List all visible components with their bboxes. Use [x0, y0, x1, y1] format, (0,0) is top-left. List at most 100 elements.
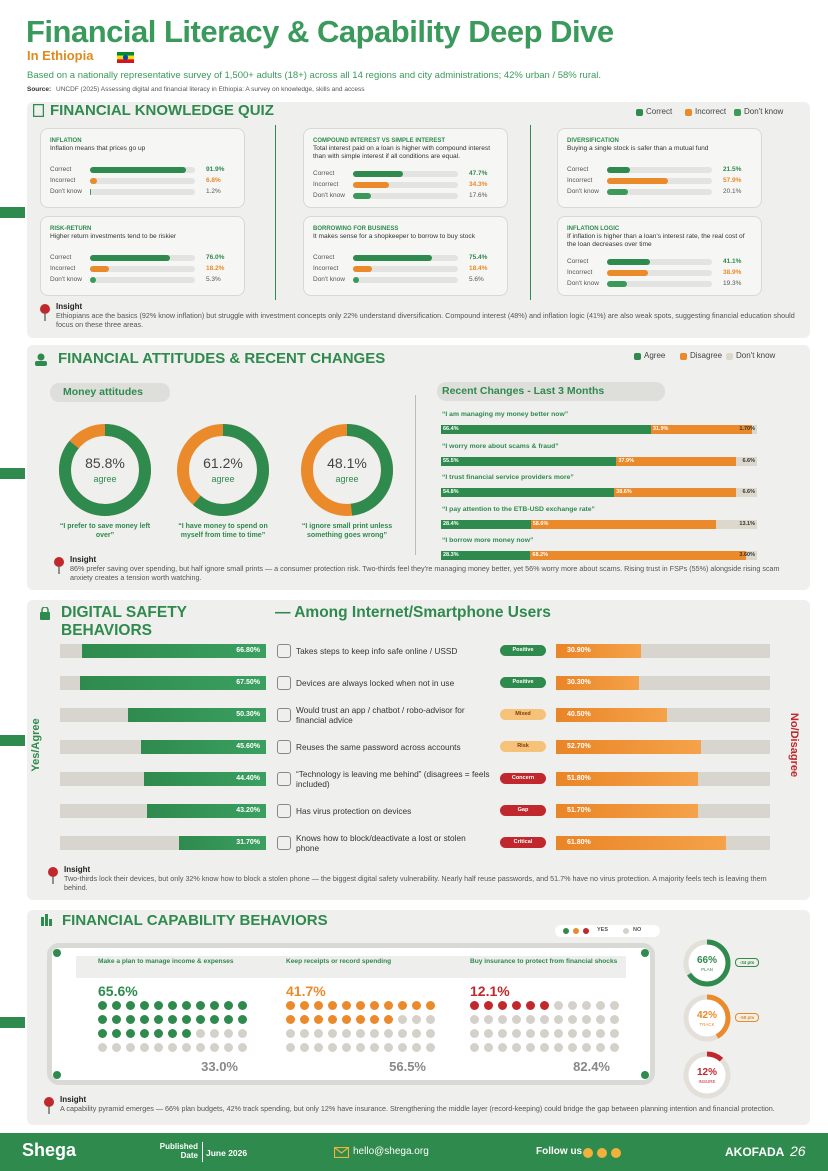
- donut-value: 48.1%: [327, 455, 367, 471]
- column-header: Buy insurance to protect from financial …: [470, 958, 618, 965]
- icon-shape: [35, 361, 47, 366]
- quiz-value: 21.5%: [723, 166, 742, 173]
- dot: [154, 1029, 163, 1038]
- dot: [582, 1015, 591, 1024]
- corner-dot: [641, 1071, 649, 1079]
- flag-stripe: [117, 59, 134, 63]
- row-tag: Positive: [500, 677, 546, 688]
- dot: [484, 1029, 493, 1038]
- flag-stripe: [117, 52, 134, 56]
- dot: [412, 1029, 421, 1038]
- row-icon: [277, 772, 291, 786]
- change-bar: [745, 551, 758, 560]
- dot: [512, 1015, 521, 1024]
- dot: [554, 1001, 563, 1010]
- pin-head: [44, 1097, 54, 1107]
- ring: [683, 994, 731, 1042]
- bar-track: [90, 277, 195, 283]
- dot: [470, 1015, 479, 1024]
- quiz-question: Total interest paid on a loan is higher …: [313, 145, 491, 160]
- pin-head: [54, 557, 64, 567]
- legend-label: Disagree: [690, 351, 723, 360]
- pill: [50, 383, 170, 402]
- social-icon: [583, 1148, 593, 1158]
- bar-track: [90, 266, 195, 272]
- dot: [168, 1001, 177, 1010]
- row-tag: Gap: [500, 805, 546, 816]
- ring: [683, 939, 731, 987]
- dot: [126, 1015, 135, 1024]
- icon-shape: [41, 607, 49, 612]
- pill-title: Money attitudes: [63, 386, 143, 398]
- quiz-value: 38.9%: [723, 269, 742, 276]
- ring-arc: [683, 994, 731, 1042]
- dot: [98, 1001, 107, 1010]
- change-bar: [530, 551, 746, 560]
- dot: [168, 1015, 177, 1024]
- bar-track: [353, 171, 458, 177]
- change-quote: “I trust financial service providers mor…: [442, 474, 574, 481]
- change-value: 58.6%: [532, 520, 549, 527]
- icon-shape: [49, 919, 52, 926]
- dot: [300, 1001, 309, 1010]
- dot: [610, 1029, 619, 1038]
- donut-value: 85.8%: [85, 455, 125, 471]
- dot: [498, 1029, 507, 1038]
- divider: [275, 125, 276, 300]
- dot: [540, 1043, 549, 1052]
- dot: [596, 1029, 605, 1038]
- dot: [126, 1043, 135, 1052]
- dot: [426, 1029, 435, 1038]
- dot-grid: [286, 1001, 440, 1057]
- insight-text: A capability pyramid emerges — 66% plan …: [60, 1104, 775, 1113]
- quiz-row-label: Don't know: [313, 192, 345, 199]
- dot: [610, 1001, 619, 1010]
- legend-label: Agree: [644, 351, 666, 360]
- quiz-value: 19.3%: [723, 280, 742, 287]
- social-icon: [611, 1148, 621, 1158]
- dot: [224, 1001, 233, 1010]
- dot: [314, 1015, 323, 1024]
- change-value: 28.3%: [443, 552, 459, 558]
- change-bar: [736, 456, 757, 466]
- quiz-question: It makes sense for a shopkeeper to borro…: [313, 233, 475, 240]
- change-value: 38.6%: [616, 489, 632, 495]
- dot: [540, 1001, 549, 1010]
- description: Based on a nationally representative sur…: [27, 70, 602, 81]
- no-value: 61.80%: [567, 839, 591, 846]
- dot: [238, 1043, 247, 1052]
- dot: [196, 1015, 205, 1024]
- corner-dot: [53, 949, 61, 957]
- dot: [314, 1043, 323, 1052]
- bar-track: [607, 189, 712, 195]
- dot: [610, 1043, 619, 1052]
- title: Financial Literacy & Capability Deep Div…: [26, 14, 614, 49]
- dot: [328, 1001, 337, 1010]
- icon-shape: [334, 1147, 349, 1158]
- legend-swatch: [634, 353, 641, 360]
- yes-value: 43.20%: [236, 807, 260, 814]
- dot: [300, 1015, 309, 1024]
- change-bar: [751, 425, 757, 434]
- dot: [398, 1043, 407, 1052]
- bar-track: [607, 167, 712, 173]
- dot: [384, 1001, 393, 1010]
- dot: [498, 1001, 507, 1010]
- yes-value: 31.70%: [236, 839, 260, 846]
- row-tag: Mixed: [500, 709, 546, 720]
- row-icon: [277, 676, 291, 690]
- dot: [568, 1043, 577, 1052]
- ring-label: PLAN: [701, 967, 713, 972]
- quiz-bar: [90, 167, 187, 173]
- dot: [370, 1015, 379, 1024]
- dot: [210, 1001, 219, 1010]
- dot: [484, 1015, 493, 1024]
- no-bar: [556, 804, 699, 818]
- dot: [370, 1029, 379, 1038]
- change-value: 55.5%: [443, 457, 459, 464]
- dot: [582, 1029, 591, 1038]
- bar-track: [353, 277, 458, 283]
- change-bar: [616, 456, 737, 466]
- legend-label: Correct: [646, 107, 673, 116]
